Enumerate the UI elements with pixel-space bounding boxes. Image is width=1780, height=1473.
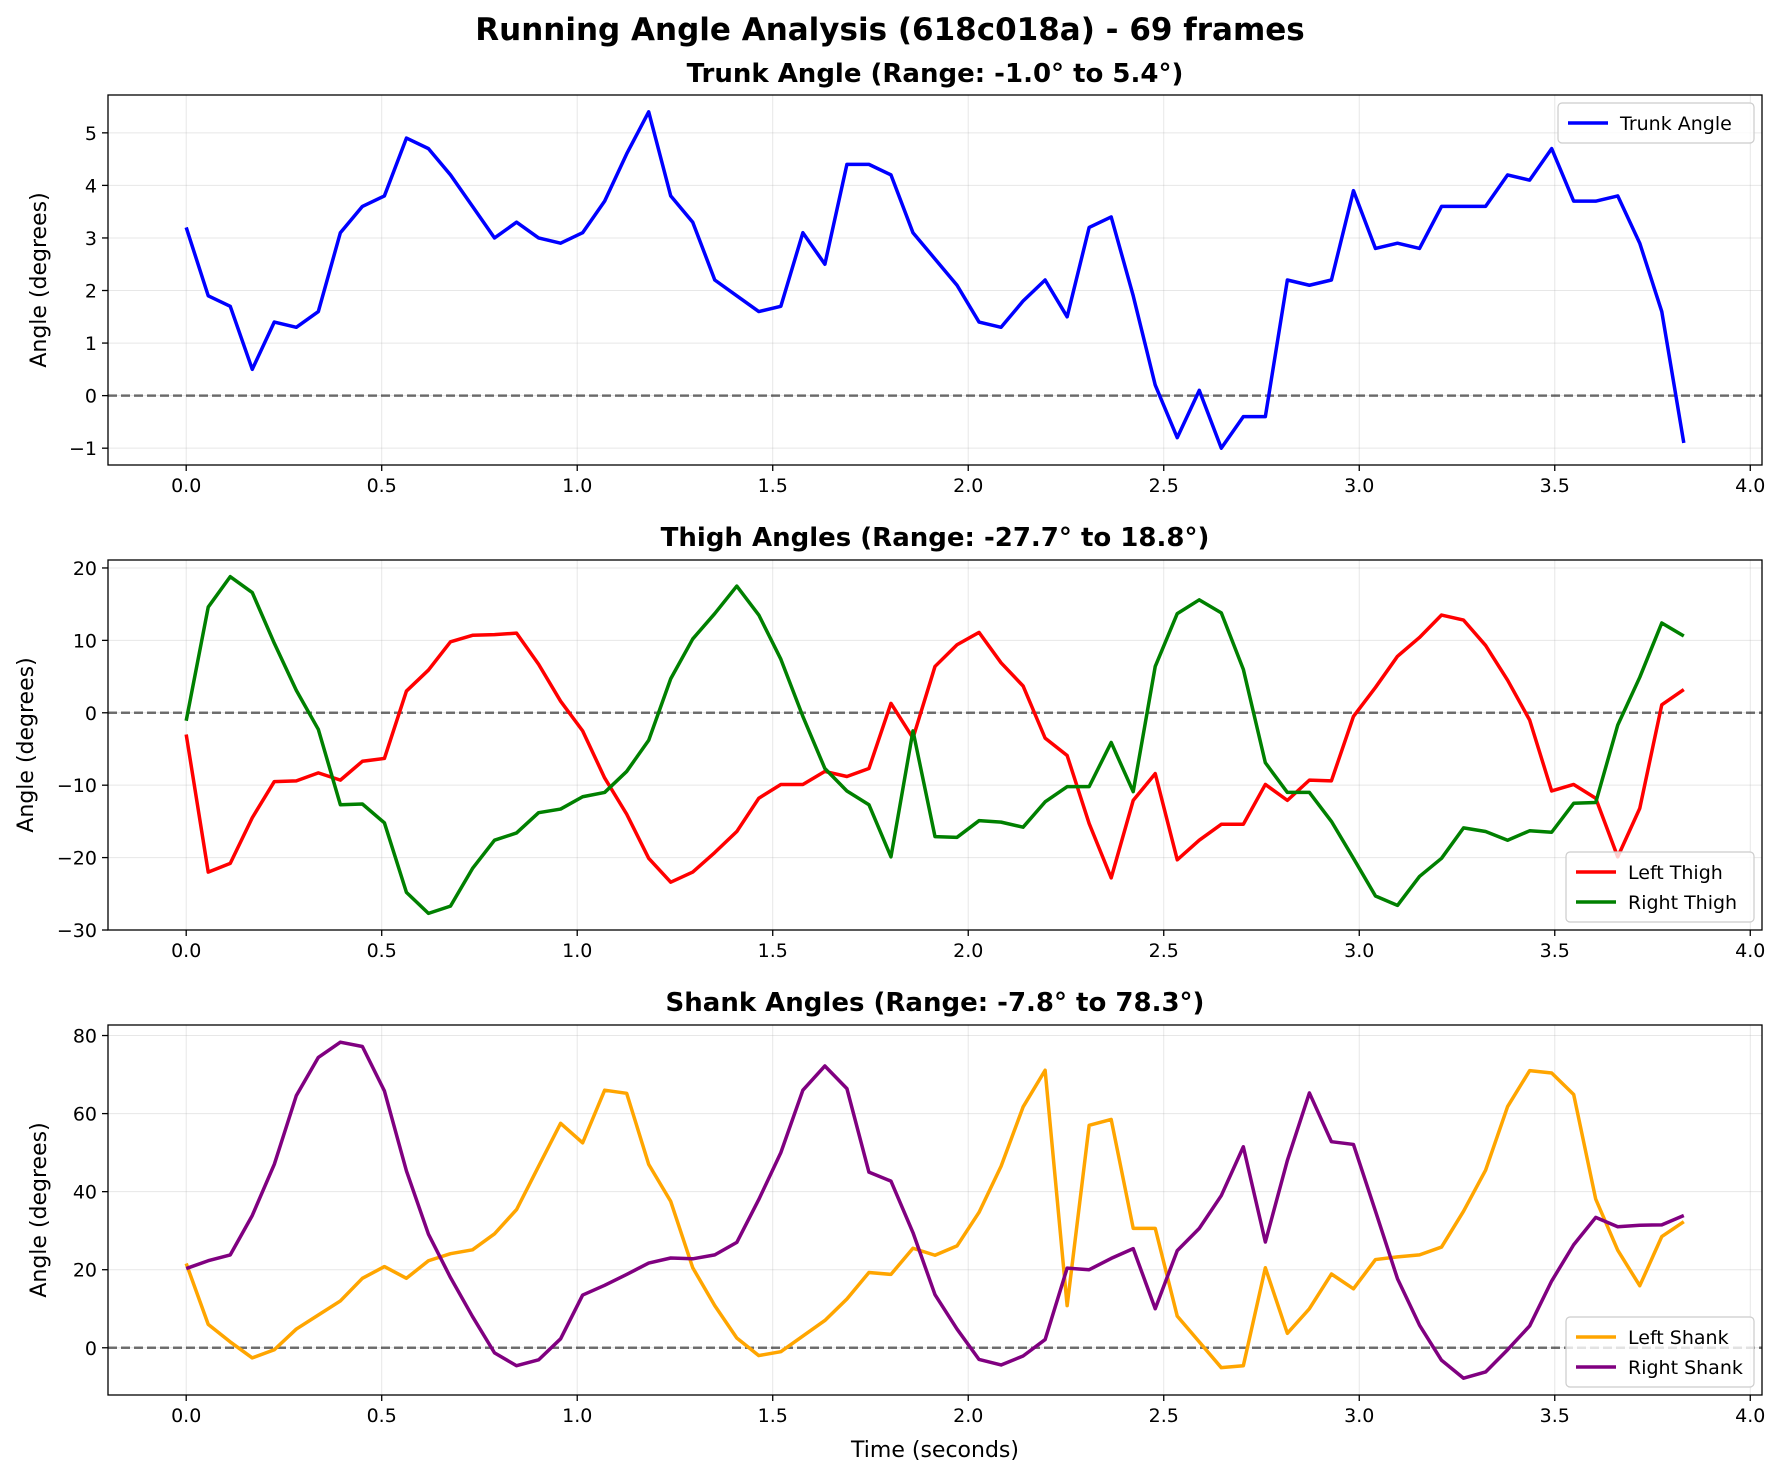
y-tick-label: 4 xyxy=(85,175,97,197)
x-tick-label: 0.0 xyxy=(171,475,201,497)
x-tick-label: 1.5 xyxy=(758,940,788,962)
y-axis-label: Angle (degrees) xyxy=(27,1122,52,1297)
y-tick-label: 2 xyxy=(85,281,97,303)
x-tick-label: 4.0 xyxy=(1735,1405,1765,1427)
series-line-left-shank xyxy=(184,1068,1685,1370)
series-line-right-thigh xyxy=(184,574,1685,916)
x-tick-label: 0.5 xyxy=(367,940,397,962)
y-tick-label: 40 xyxy=(73,1182,97,1204)
x-tick-label: 1.5 xyxy=(758,475,788,497)
x-tick-label: 2.0 xyxy=(953,1405,983,1427)
y-tick-label: −10 xyxy=(57,775,97,797)
series-line-right-shank xyxy=(185,1040,1685,1380)
x-tick-label: 3.0 xyxy=(1344,940,1374,962)
y-tick-label: 60 xyxy=(73,1104,97,1126)
legend: Left Thigh Right Thigh xyxy=(1565,851,1755,923)
series-line-trunk-angle xyxy=(184,110,1686,450)
y-tick-label: 0 xyxy=(85,386,97,408)
x-tick-label: 2.0 xyxy=(953,475,983,497)
x-tick-label: 1.5 xyxy=(758,1405,788,1427)
y-tick-label: 20 xyxy=(73,558,97,580)
series-line-left-thigh xyxy=(184,613,1685,884)
panel-title: Trunk Angle (Range: -1.0° to 5.4°) xyxy=(687,59,1184,89)
y-tick-label: 10 xyxy=(73,630,97,652)
legend-label: Left Shank xyxy=(1628,1327,1729,1349)
x-tick-label: 3.5 xyxy=(1540,940,1570,962)
legend: Trunk Angle xyxy=(1557,102,1755,144)
y-tick-label: 3 xyxy=(85,228,97,250)
x-tick-label: 3.0 xyxy=(1344,475,1374,497)
figure-title: Running Angle Analysis (618c018a) - 69 f… xyxy=(475,12,1305,48)
panel-title: Thigh Angles (Range: -27.7° to 18.8°) xyxy=(661,523,1210,553)
panel-trunk: Trunk Angle (Range: -1.0° to 5.4°) Angle… xyxy=(27,59,1765,497)
y-tick-label: 0 xyxy=(85,1338,97,1360)
x-tick-label: 2.5 xyxy=(1149,940,1179,962)
legend-label: Right Shank xyxy=(1628,1357,1743,1379)
legend-box xyxy=(1565,1316,1755,1388)
x-tick-label: 2.0 xyxy=(953,940,983,962)
x-axis-label: Time (seconds) xyxy=(850,1438,1019,1463)
legend-label: Trunk Angle xyxy=(1619,113,1732,135)
x-tick-label: 0.0 xyxy=(171,1405,201,1427)
y-tick-label: 0 xyxy=(85,703,97,725)
x-tick-label: 0.0 xyxy=(171,940,201,962)
y-axis-label: Angle (degrees) xyxy=(27,192,52,367)
legend: Left Shank Right Shank xyxy=(1565,1316,1755,1388)
y-axis-label: Angle (degrees) xyxy=(14,657,39,832)
x-tick-label: 2.5 xyxy=(1149,1405,1179,1427)
y-tick-label: −30 xyxy=(57,920,97,942)
x-tick-label: 4.0 xyxy=(1735,475,1765,497)
plot-frame xyxy=(107,559,1763,931)
legend-label: Left Thigh xyxy=(1628,862,1723,884)
plot-frame xyxy=(107,1024,1763,1396)
panel-title: Shank Angles (Range: -7.8° to 78.3°) xyxy=(666,988,1205,1018)
x-tick-label: 3.5 xyxy=(1540,475,1570,497)
y-tick-label: 80 xyxy=(73,1026,97,1048)
y-tick-label: −20 xyxy=(57,848,97,870)
y-tick-label: −1 xyxy=(69,438,97,460)
x-tick-label: 3.0 xyxy=(1344,1405,1374,1427)
legend-label: Right Thigh xyxy=(1628,892,1737,914)
x-tick-label: 1.0 xyxy=(562,475,592,497)
legend-box xyxy=(1557,102,1755,144)
x-tick-label: 3.5 xyxy=(1540,1405,1570,1427)
x-tick-label: 4.0 xyxy=(1735,940,1765,962)
y-tick-label: 5 xyxy=(85,123,97,145)
x-tick-label: 1.0 xyxy=(562,940,592,962)
panel-shank: Shank Angles (Range: -7.8° to 78.3°) Ang… xyxy=(27,988,1765,1463)
y-tick-label: 20 xyxy=(73,1260,97,1282)
legend-box xyxy=(1565,851,1755,923)
x-tick-label: 1.0 xyxy=(562,1405,592,1427)
plot-frame xyxy=(107,94,1763,466)
x-tick-label: 0.5 xyxy=(367,1405,397,1427)
x-tick-label: 0.5 xyxy=(367,475,397,497)
x-tick-label: 2.5 xyxy=(1149,475,1179,497)
panel-thigh: Thigh Angles (Range: -27.7° to 18.8°) An… xyxy=(14,523,1765,962)
y-tick-label: 1 xyxy=(85,333,97,355)
